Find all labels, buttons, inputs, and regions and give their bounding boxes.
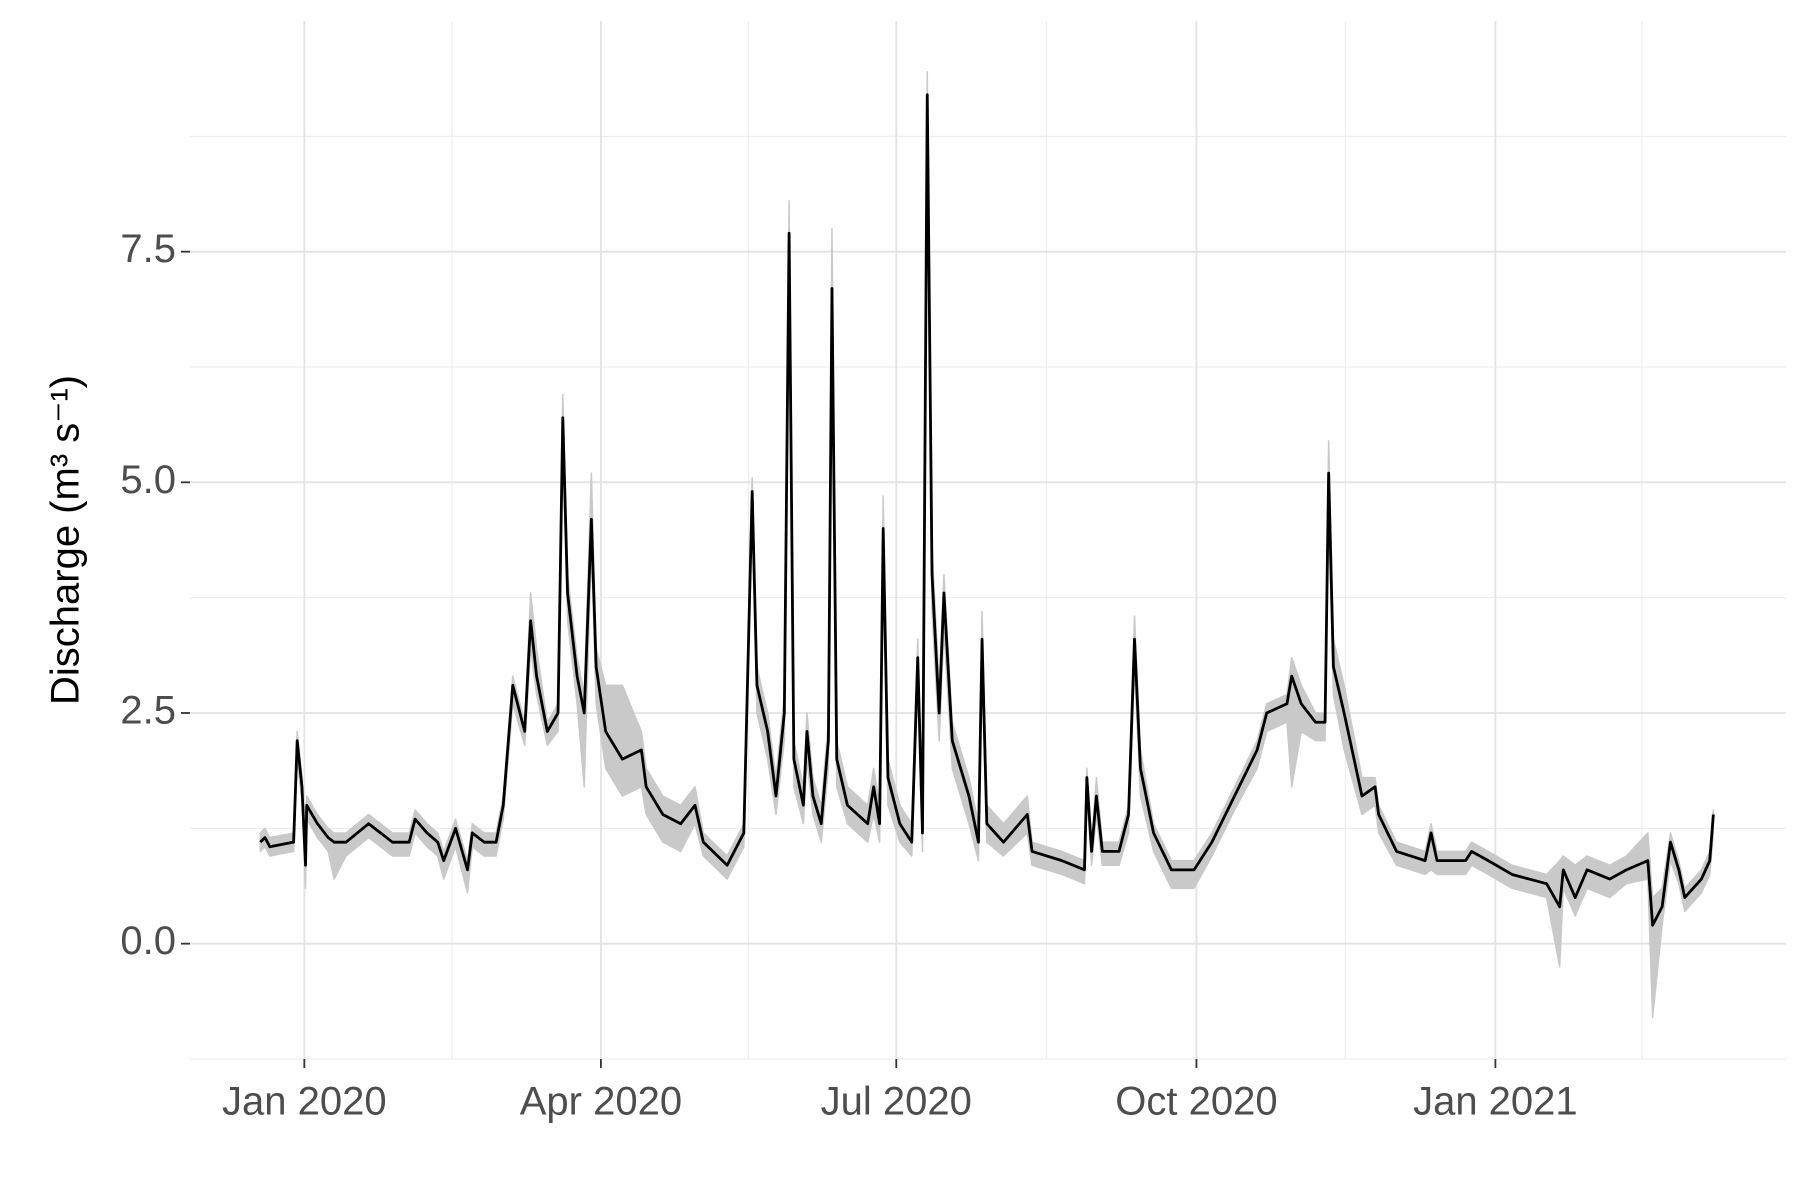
y-tick-label: 0.0 xyxy=(120,919,176,963)
discharge-line xyxy=(259,93,1715,927)
y-tick-label: 7.5 xyxy=(120,227,176,271)
x-tick-label: Jul 2020 xyxy=(821,1080,972,1124)
y-tick-label: 5.0 xyxy=(120,458,176,502)
y-axis-title: Discharge (m³ s⁻¹) xyxy=(44,375,88,705)
uncertainty-band xyxy=(259,70,1715,1019)
x-tick-label: Oct 2020 xyxy=(1115,1080,1277,1124)
x-tick-label: Jan 2021 xyxy=(1413,1080,1578,1124)
y-tick-label: 2.5 xyxy=(120,689,176,733)
x-tick-label: Jan 2020 xyxy=(222,1080,387,1124)
x-tick-label: Apr 2020 xyxy=(520,1080,682,1124)
